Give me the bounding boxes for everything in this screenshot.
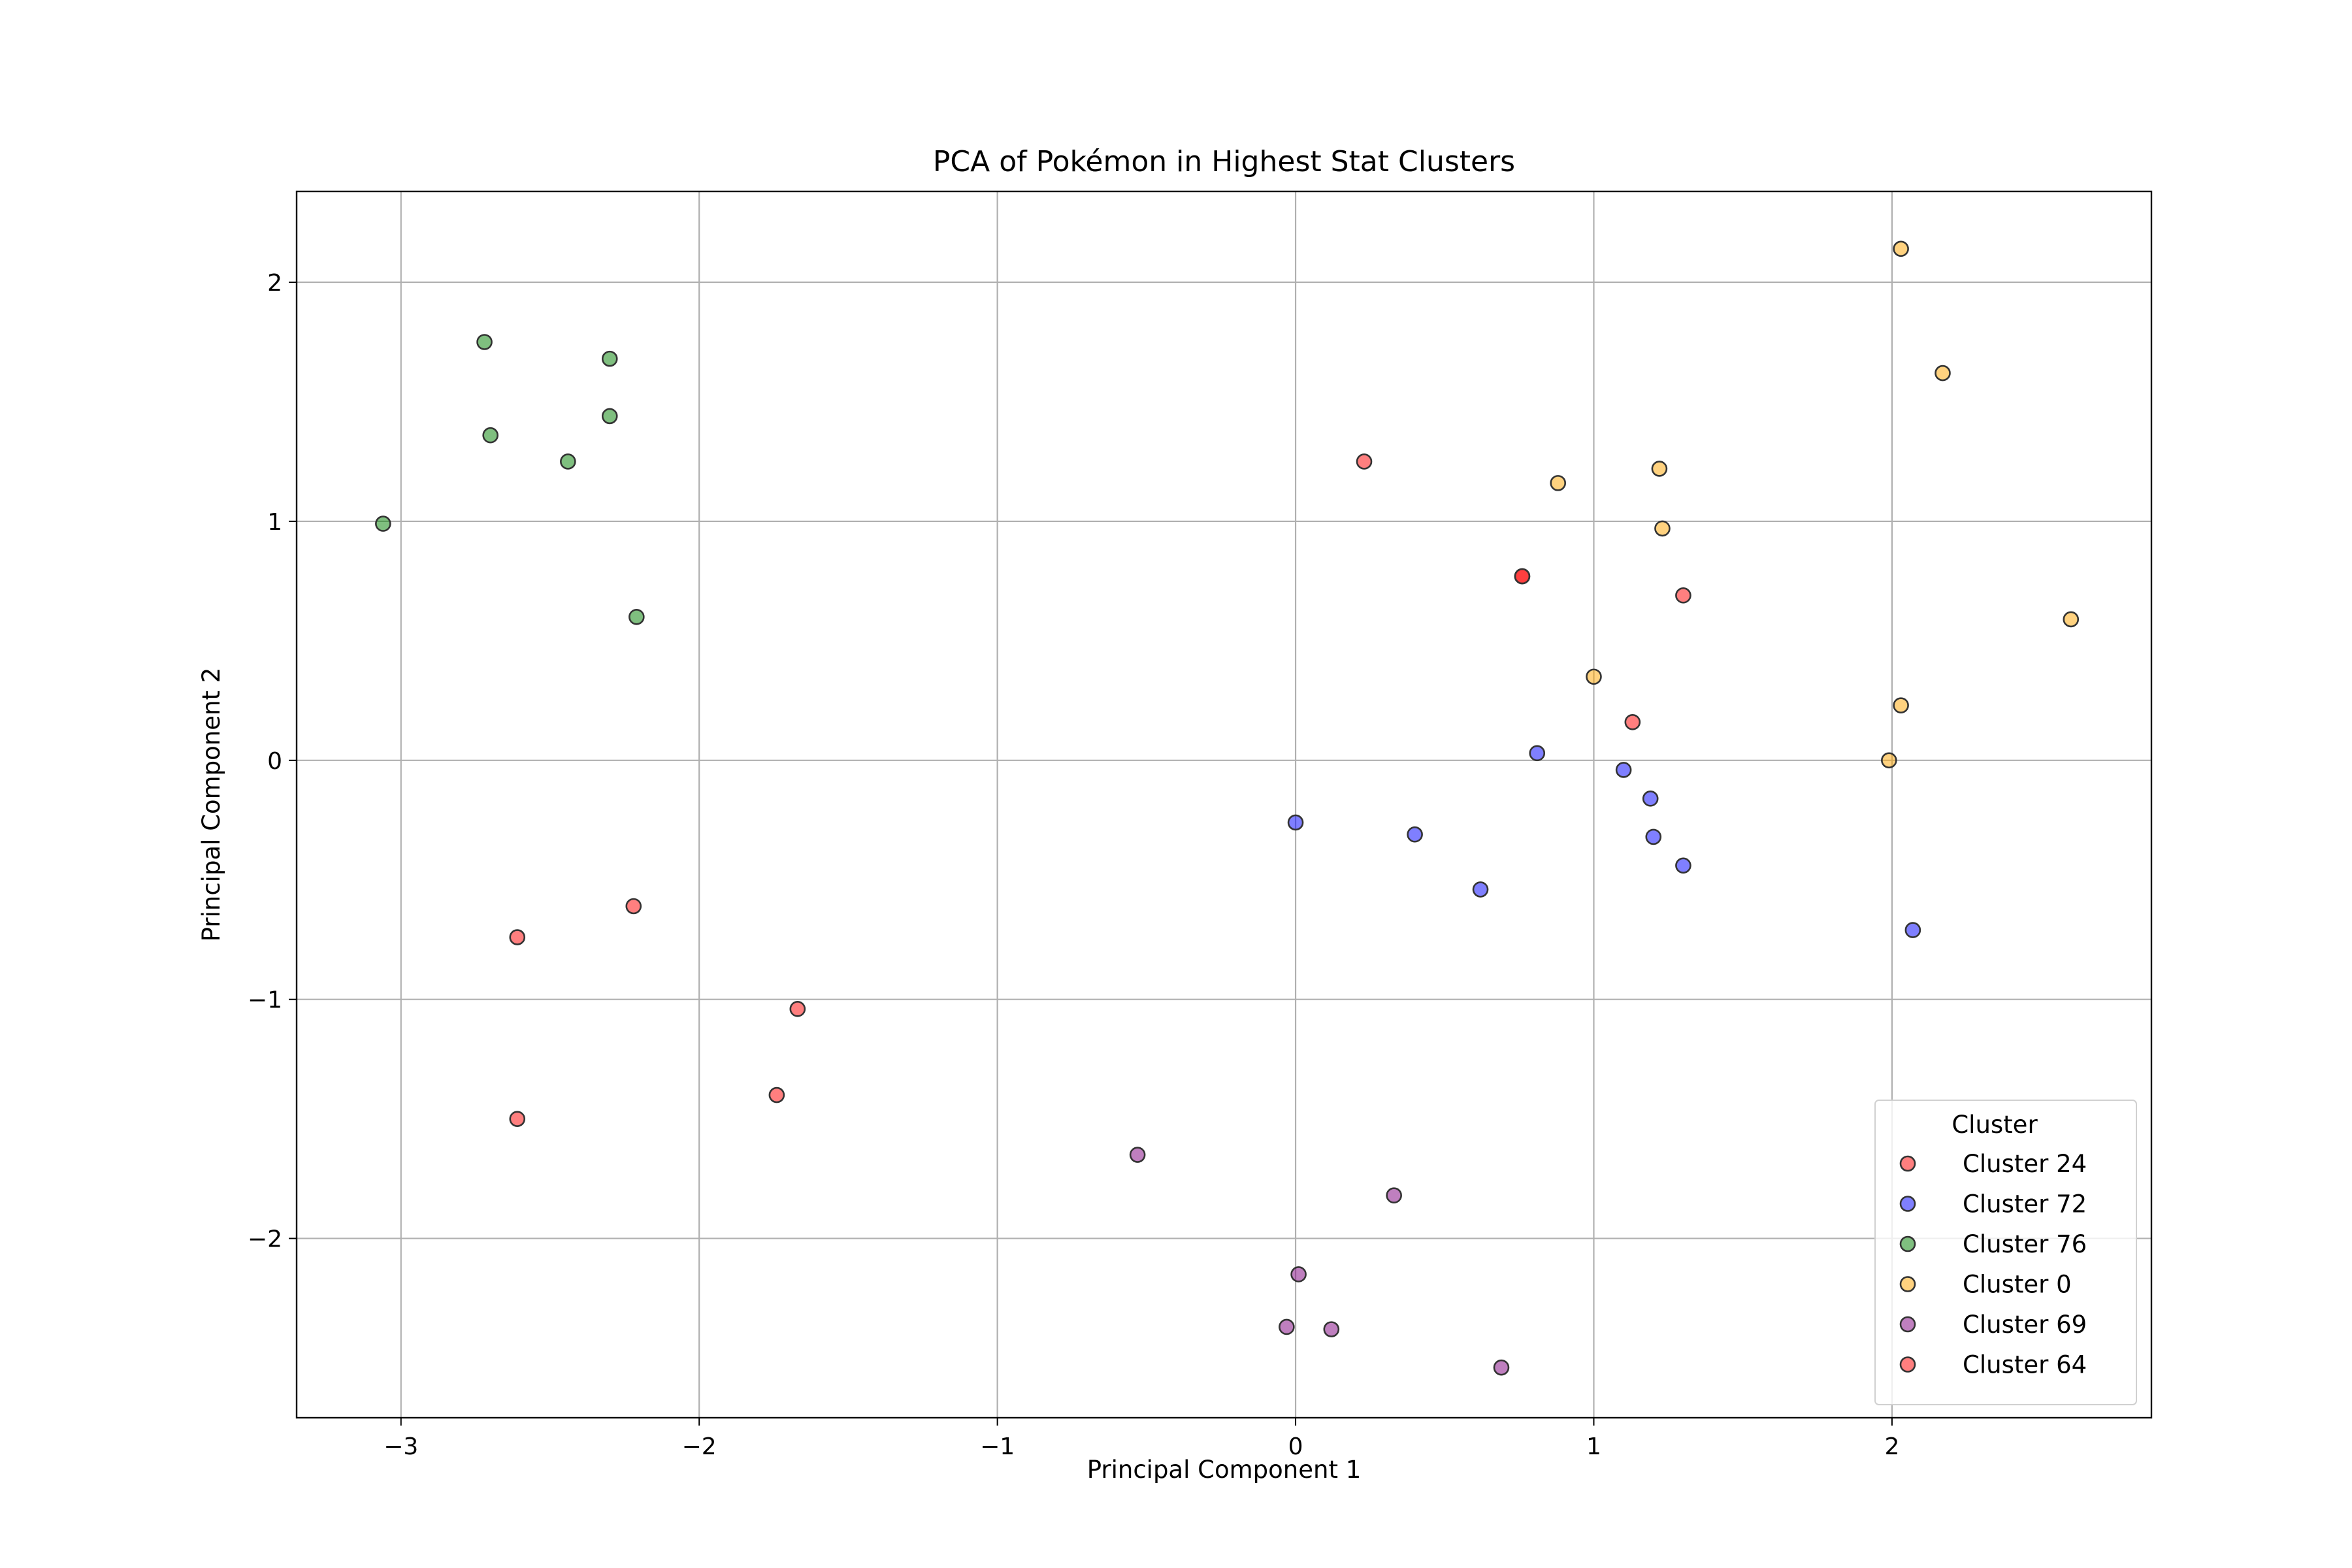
legend-label: Cluster 64 (1963, 1351, 2087, 1379)
y-tick-label: −1 (248, 987, 282, 1014)
data-point (629, 608, 645, 625)
x-tick-label: −2 (682, 1433, 717, 1460)
data-point (1550, 475, 1567, 491)
data-point (789, 1001, 806, 1017)
data-point (1904, 922, 1921, 938)
chart-title: PCA of Pokémon in Highest Stat Clusters (933, 145, 1515, 178)
data-points (375, 240, 2080, 1376)
x-tick-label: 2 (1884, 1433, 1899, 1460)
data-point (1472, 881, 1489, 898)
data-point (1624, 713, 1641, 730)
data-point (1586, 668, 1602, 685)
data-point (1493, 1359, 1510, 1376)
y-tick-label: 0 (267, 748, 282, 775)
data-point (375, 515, 391, 532)
data-point (1407, 826, 1423, 843)
x-tick-label: 0 (1288, 1433, 1303, 1460)
data-point (1323, 1321, 1340, 1337)
legend-marker (1899, 1155, 1916, 1172)
legend-marker (1899, 1235, 1916, 1252)
data-point (1675, 587, 1691, 604)
data-point (1654, 520, 1671, 537)
data-point (1675, 857, 1691, 874)
data-point (625, 898, 642, 915)
y-tick-label: 2 (267, 270, 282, 297)
legend-label: Cluster 76 (1963, 1230, 2087, 1258)
legend-label: Cluster 0 (1963, 1271, 2072, 1299)
legend-label: Cluster 72 (1963, 1190, 2087, 1218)
axis-ticks: −3 −2 −1 0 1 2 −2 −1 0 1 2 (248, 270, 1899, 1460)
y-tick-label: −2 (248, 1226, 282, 1253)
data-point (1615, 762, 1632, 778)
data-point (1514, 568, 1531, 585)
data-point (1279, 1318, 1295, 1335)
data-point (1651, 461, 1668, 477)
gridlines (297, 191, 2151, 1418)
legend-marker (1899, 1356, 1916, 1373)
data-point (1386, 1187, 1402, 1204)
data-point (509, 929, 526, 945)
x-axis-label: Principal Component 1 (1087, 1456, 1362, 1484)
data-point (476, 334, 493, 350)
data-point (1935, 365, 1951, 382)
data-point (1881, 752, 1897, 769)
legend-title: Cluster (1952, 1111, 2038, 1139)
data-point (1642, 791, 1659, 807)
legend-marker (1899, 1276, 1916, 1292)
data-point (768, 1086, 785, 1103)
data-point (1529, 745, 1546, 762)
data-point (2063, 611, 2080, 628)
data-point (509, 1111, 526, 1127)
data-point (560, 453, 576, 470)
data-point (601, 350, 618, 367)
data-point (1356, 453, 1373, 470)
legend-marker (1899, 1316, 1916, 1333)
plot-frame (295, 190, 2153, 1419)
y-axis-label: Principal Component 2 (197, 668, 225, 942)
data-point (1893, 240, 1909, 257)
data-point (1290, 1266, 1307, 1282)
x-tick-label: −3 (384, 1433, 418, 1460)
data-point (1893, 697, 1909, 713)
legend-box (1874, 1100, 2137, 1405)
legend-items: Cluster 24 Cluster 72 Cluster 76 Cluster 0 C… (1899, 1150, 2087, 1379)
data-point (1287, 814, 1304, 831)
data-point (1129, 1147, 1146, 1163)
y-tick-label: 1 (267, 509, 282, 536)
data-point (601, 408, 618, 425)
legend-label: Cluster 24 (1963, 1150, 2087, 1178)
legend-marker (1899, 1196, 1916, 1212)
x-tick-label: −1 (980, 1433, 1015, 1460)
data-point (1645, 828, 1662, 845)
x-tick-label: 1 (1586, 1433, 1601, 1460)
legend-label: Cluster 69 (1963, 1311, 2087, 1339)
data-point (482, 427, 498, 444)
